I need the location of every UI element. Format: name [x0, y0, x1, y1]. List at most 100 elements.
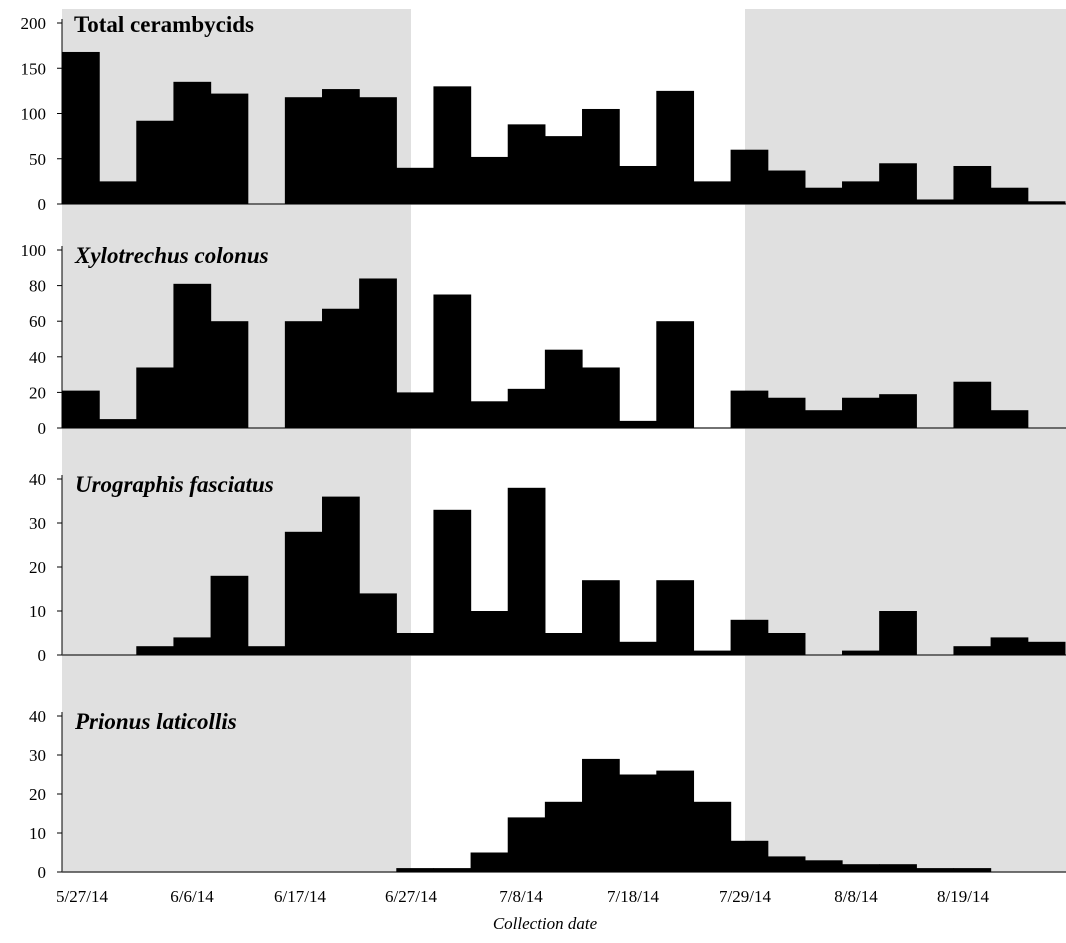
- bar: [471, 611, 509, 655]
- bar: [582, 759, 620, 872]
- y-tick-label: 60: [29, 312, 46, 331]
- bar: [99, 181, 137, 204]
- bar: [322, 89, 360, 204]
- bar: [396, 633, 434, 655]
- bar: [471, 401, 509, 428]
- bar: [1028, 642, 1066, 655]
- bar: [953, 646, 991, 655]
- bar: [805, 410, 843, 428]
- bar: [582, 109, 620, 204]
- bar: [545, 350, 583, 428]
- bar: [396, 168, 434, 204]
- bar: [805, 860, 843, 872]
- y-tick-label: 10: [29, 602, 46, 621]
- bar: [1028, 201, 1066, 204]
- bar: [582, 367, 620, 428]
- x-tick-label: 6/17/14: [274, 887, 326, 906]
- bar: [768, 398, 806, 428]
- bar: [731, 841, 769, 872]
- bar: [693, 181, 731, 204]
- bar: [136, 646, 174, 655]
- bar: [619, 421, 657, 428]
- x-tick-label: 6/27/14: [385, 887, 437, 906]
- bar: [433, 510, 471, 655]
- bar: [953, 868, 991, 872]
- bar: [211, 576, 249, 655]
- bar: [656, 580, 694, 655]
- bar: [359, 593, 397, 655]
- bar: [322, 309, 360, 428]
- x-tick-label: 7/29/14: [719, 887, 771, 906]
- y-tick-label: 80: [29, 277, 46, 296]
- bar: [396, 392, 434, 428]
- bar: [768, 633, 806, 655]
- x-tick-label: 7/8/14: [499, 887, 543, 906]
- y-tick-label: 20: [29, 383, 46, 402]
- bar: [991, 188, 1029, 204]
- bar: [953, 382, 991, 428]
- bar: [285, 532, 323, 655]
- bar: [768, 171, 806, 204]
- bar: [173, 284, 211, 428]
- bar: [731, 620, 769, 655]
- bar: [879, 163, 917, 204]
- bar: [805, 188, 843, 204]
- bar: [842, 398, 880, 428]
- y-tick-label: 0: [38, 419, 47, 438]
- bar: [285, 321, 323, 428]
- bar: [99, 419, 137, 428]
- y-tick-label: 100: [21, 241, 47, 260]
- x-tick-label: 8/8/14: [834, 887, 878, 906]
- bar: [136, 367, 174, 428]
- bar: [842, 181, 880, 204]
- y-tick-label: 0: [38, 195, 47, 214]
- y-tick-label: 20: [29, 785, 46, 804]
- bar: [842, 651, 880, 655]
- bar: [173, 82, 211, 204]
- bar: [916, 199, 954, 204]
- bar: [471, 157, 509, 204]
- y-tick-label: 150: [21, 59, 47, 78]
- bar: [879, 394, 917, 428]
- bar: [173, 637, 211, 655]
- bar: [359, 97, 397, 204]
- y-tick-label: 0: [38, 646, 47, 665]
- bar: [768, 856, 806, 872]
- bar: [62, 391, 100, 428]
- x-tick-label: 5/27/14: [56, 887, 108, 906]
- bar: [619, 166, 657, 204]
- x-axis-label: Collection date: [493, 914, 598, 933]
- y-tick-label: 200: [21, 14, 47, 33]
- bar: [211, 94, 249, 204]
- bar: [508, 389, 546, 428]
- bar: [545, 633, 583, 655]
- bar: [211, 321, 249, 428]
- bar: [545, 136, 583, 204]
- bar: [731, 391, 769, 428]
- y-tick-label: 100: [21, 105, 47, 124]
- y-tick-label: 0: [38, 863, 47, 882]
- bar: [545, 802, 583, 872]
- y-tick-label: 20: [29, 558, 46, 577]
- bar: [136, 121, 174, 204]
- y-tick-label: 50: [29, 150, 46, 169]
- bar: [433, 868, 471, 872]
- bar: [693, 802, 731, 872]
- bar: [656, 321, 694, 428]
- bar: [322, 497, 360, 655]
- bar: [656, 771, 694, 872]
- x-tick-label: 6/6/14: [170, 887, 214, 906]
- panel-title: Xylotrechus colonus: [74, 243, 269, 268]
- bar: [359, 278, 397, 428]
- y-tick-label: 40: [29, 707, 46, 726]
- bar: [248, 646, 286, 655]
- bar: [991, 410, 1029, 428]
- y-tick-label: 40: [29, 470, 46, 489]
- bar: [433, 295, 471, 429]
- x-tick-label: 8/19/14: [937, 887, 989, 906]
- bar: [991, 637, 1029, 655]
- y-tick-label: 40: [29, 348, 46, 367]
- bar: [508, 488, 546, 655]
